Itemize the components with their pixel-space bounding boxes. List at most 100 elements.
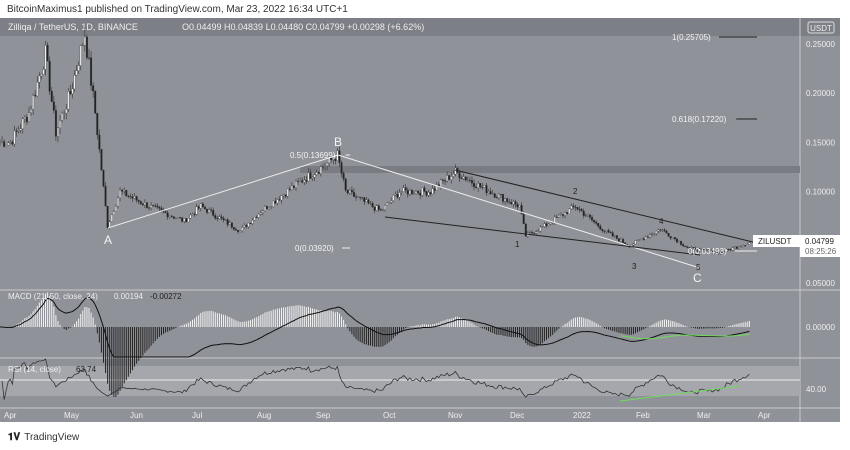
candle (261, 210, 264, 214)
candle (727, 248, 730, 250)
candle (377, 205, 380, 210)
candle (702, 248, 705, 250)
candle (562, 214, 564, 216)
time-tick: Apr (4, 411, 17, 420)
candle (245, 225, 248, 227)
candle (510, 202, 513, 205)
candle (487, 191, 490, 194)
candle (361, 197, 364, 199)
fib-level-label: 0(0.03920) (295, 244, 334, 253)
macd-value-2: -0.00272 (150, 292, 182, 301)
candle (344, 178, 347, 191)
candle (272, 200, 275, 208)
candle (17, 130, 20, 132)
candle (183, 218, 186, 222)
candle (150, 205, 153, 208)
candle (531, 232, 533, 234)
candle (96, 112, 99, 136)
candle (332, 159, 335, 161)
candle (671, 237, 674, 239)
time-tick: Dec (510, 411, 524, 420)
candle (690, 247, 693, 249)
candle (195, 206, 198, 215)
candle (731, 247, 734, 251)
candle (143, 202, 146, 206)
candle (746, 244, 749, 246)
candle (576, 207, 579, 210)
candle (25, 116, 28, 123)
candle (566, 212, 569, 214)
candle (154, 205, 157, 207)
last-price: 0.04799 (805, 237, 834, 246)
candle (452, 174, 455, 177)
candle (481, 186, 484, 188)
candle (315, 172, 318, 175)
candle (214, 215, 217, 219)
candle (597, 223, 600, 227)
candle (46, 45, 49, 62)
candle (102, 170, 105, 187)
candle (170, 215, 173, 217)
candle (7, 142, 10, 146)
candle (402, 187, 405, 192)
chart-frame[interactable]: Zilliqa / TetherUS, 1D, BINANCE O0.04499… (0, 18, 840, 422)
candle (206, 208, 208, 213)
candle (340, 162, 343, 174)
candle (709, 249, 711, 251)
candle (330, 157, 333, 161)
candle (179, 217, 182, 219)
tradingview-logo-icon: 𝟏𝐕 (8, 432, 21, 443)
candle (578, 208, 581, 210)
candle (54, 110, 57, 137)
candle (491, 193, 494, 195)
candle (448, 175, 451, 180)
candle (499, 194, 502, 195)
candle (669, 236, 672, 239)
candle (649, 234, 651, 238)
candle (675, 238, 678, 243)
candle (172, 216, 175, 219)
candle (493, 193, 496, 198)
tradingview-brand[interactable]: 𝟏𝐕 TradingView (8, 432, 79, 443)
candle (0, 142, 1, 144)
candle (65, 109, 68, 114)
candle (350, 190, 353, 193)
candle (584, 215, 587, 217)
candle (392, 195, 395, 201)
candle (692, 247, 695, 249)
candle (309, 172, 312, 179)
candle (462, 176, 465, 179)
candle (235, 229, 237, 231)
wave-label-1: 1 (515, 240, 520, 249)
candle (71, 88, 74, 95)
candle (520, 205, 523, 214)
candle (191, 213, 194, 216)
candle (321, 166, 324, 168)
candle (644, 236, 647, 240)
candle (533, 232, 536, 234)
candle (226, 219, 229, 225)
candle (410, 189, 413, 195)
candle (301, 180, 304, 183)
candle (85, 36, 88, 58)
candle (357, 196, 360, 198)
candle (729, 249, 732, 251)
candle (319, 166, 322, 174)
resistance-zone (300, 166, 800, 173)
candle (721, 252, 724, 253)
candle (73, 75, 76, 90)
candle (684, 245, 687, 247)
candle (551, 222, 554, 224)
candle (9, 142, 12, 144)
candle (371, 203, 374, 208)
candle (541, 226, 544, 228)
candle (502, 194, 504, 202)
candle (187, 218, 190, 223)
candle (663, 229, 666, 232)
candle (131, 196, 134, 199)
candle (83, 36, 86, 46)
candle (106, 205, 109, 228)
chart-svg[interactable]: Zilliqa / TetherUS, 1D, BINANCE O0.04499… (0, 18, 840, 422)
time-tick: May (64, 411, 79, 420)
candle (713, 252, 716, 254)
